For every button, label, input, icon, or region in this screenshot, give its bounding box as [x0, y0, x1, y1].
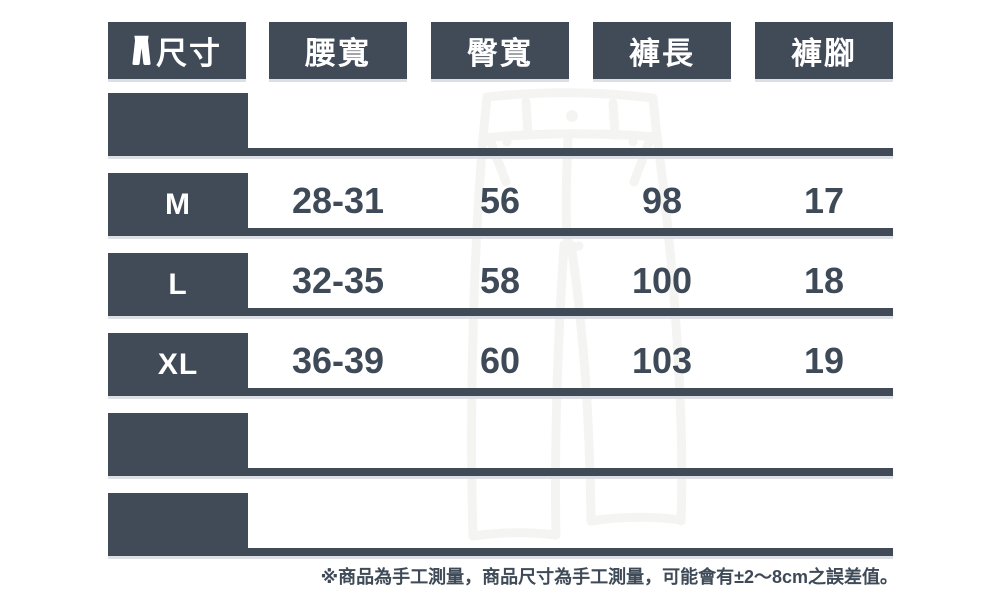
size-value-cell [593, 493, 731, 548]
table-row: M 28-31 56 98 17 [108, 173, 893, 236]
size-value-cell [593, 413, 731, 468]
header-label: 臀寬 [467, 36, 533, 71]
table-row: XL 36-39 60 103 19 [108, 333, 893, 396]
header-length: 褲長 [593, 22, 731, 79]
size-value-cell: 60 [479, 339, 521, 381]
row-size-label: L [108, 253, 248, 316]
size-value-cell: 28-31 [291, 179, 385, 221]
size-value-cell [431, 413, 569, 468]
table-row: L 32-35 58 100 18 [108, 253, 893, 316]
measurement-note: ※商品為手工測量，商品尺寸為手工測量，可能會有±2～8cm之誤差值。 [320, 567, 898, 587]
size-value-cell: 18 [803, 259, 845, 301]
size-value-cell [755, 493, 893, 548]
header-label: 腰寬 [305, 36, 371, 71]
row-size-label [108, 93, 248, 156]
size-value-cell [269, 493, 407, 548]
row-underline [108, 388, 893, 396]
size-value-cell [269, 413, 407, 468]
size-value-cell [431, 93, 569, 148]
header-cuff: 褲腳 [755, 22, 893, 79]
table-row [108, 413, 893, 476]
row-size-label [108, 413, 248, 476]
row-underline [108, 548, 893, 556]
header-waist: 腰寬 [269, 22, 407, 79]
size-value-cell: 17 [803, 179, 845, 221]
row-underline [108, 308, 893, 316]
table-row [108, 93, 893, 156]
size-value-cell [593, 93, 731, 148]
header-label: 尺寸 [156, 36, 222, 71]
table-row [108, 493, 893, 556]
row-underline [108, 468, 893, 476]
row-size-label [108, 493, 248, 556]
row-underline [108, 148, 893, 156]
header-label: 褲長 [629, 36, 695, 71]
pants-icon [132, 35, 151, 66]
header-label: 褲腳 [791, 36, 857, 71]
size-value-cell: 32-35 [291, 259, 385, 301]
size-value-cell [269, 93, 407, 148]
row-size-label: M [108, 173, 248, 236]
size-value-cell [755, 93, 893, 148]
size-value-cell: 19 [803, 339, 845, 381]
size-value-cell: 103 [631, 339, 693, 381]
size-value-cell [431, 493, 569, 548]
size-value-cell: 58 [479, 259, 521, 301]
size-value-cell: 98 [641, 179, 683, 221]
size-value-cell [755, 413, 893, 468]
row-underline [108, 228, 893, 236]
header-size: 尺寸 [108, 22, 246, 79]
size-value-cell: 56 [479, 179, 521, 221]
size-value-cell: 100 [631, 259, 693, 301]
header-hip: 臀寬 [431, 22, 569, 79]
size-value-cell: 36-39 [291, 339, 385, 381]
row-size-label: XL [108, 333, 248, 396]
